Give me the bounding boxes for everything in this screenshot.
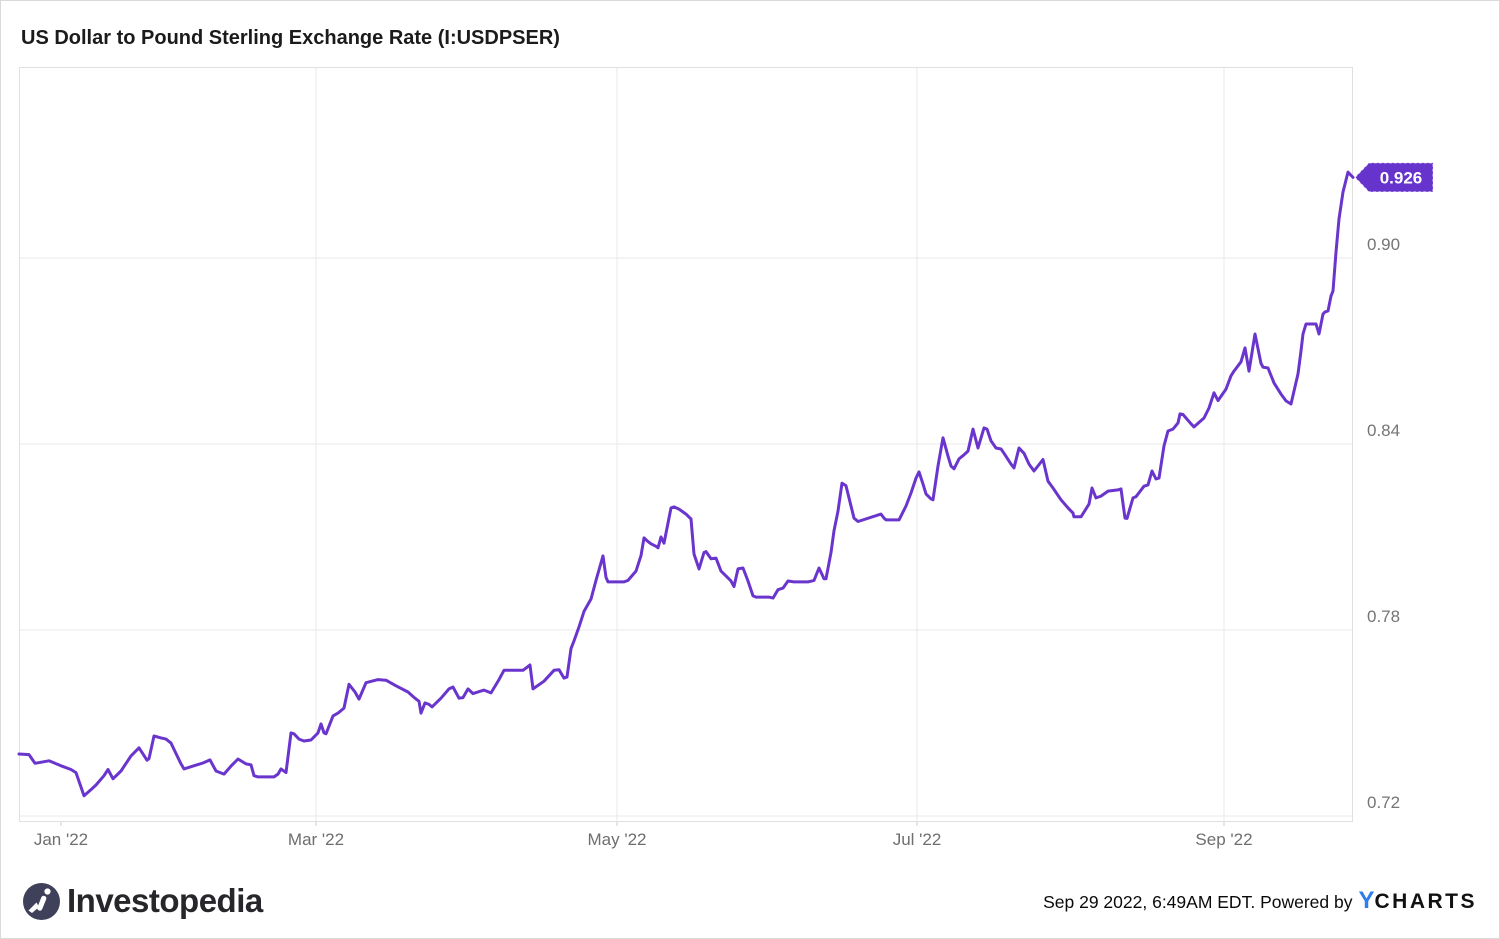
ycharts-y-glyph: Y [1358,887,1375,914]
attribution: Sep 29 2022, 6:49AM EDT. Powered by YCHA… [1043,887,1477,915]
last-value-label: 0.926 [1380,168,1423,187]
gridlines [19,67,1353,822]
footer: Investopedia Sep 29 2022, 6:49AM EDT. Po… [1,873,1499,929]
y-axis-tick-label: 0.90 [1367,235,1401,254]
x-axis-tick-label: Sep '22 [1195,830,1253,849]
y-axis-tick-label: 0.72 [1367,793,1401,812]
powered-by-text: Powered by [1260,892,1353,912]
timestamp-text: Sep 29 2022, 6:49AM EDT. [1043,892,1256,912]
ycharts-logo: YCHARTS [1358,887,1477,915]
investopedia-wordmark: Investopedia [67,882,263,919]
x-axis-tick-label: Mar '22 [287,830,345,849]
last-value-flag [1354,162,1434,193]
x-axis-tick-label: Jan '22 [33,830,89,849]
last-value-badge: 0.926 [1354,162,1434,193]
investopedia-logo-icon [23,882,60,920]
investopedia-brand: Investopedia [23,882,263,920]
timestamp-and-powered-by: Sep 29 2022, 6:49AM EDT. Powered by [1043,892,1352,913]
y-axis-tick-label: 0.78 [1367,607,1401,626]
x-axis-tick-label: Jul '22 [892,830,942,849]
chart-title: US Dollar to Pound Sterling Exchange Rat… [21,27,560,49]
ycharts-wordmark: CHARTS [1374,890,1477,913]
y-axis-tick-label: 0.84 [1367,421,1401,440]
price-line [17,170,1355,798]
exchange-rate-line-chart[interactable]: 0.926 [17,67,1434,826]
plot-border [19,67,1353,822]
x-axis-tick-label: May '22 [587,830,647,849]
axis-ticks [60,822,1225,826]
